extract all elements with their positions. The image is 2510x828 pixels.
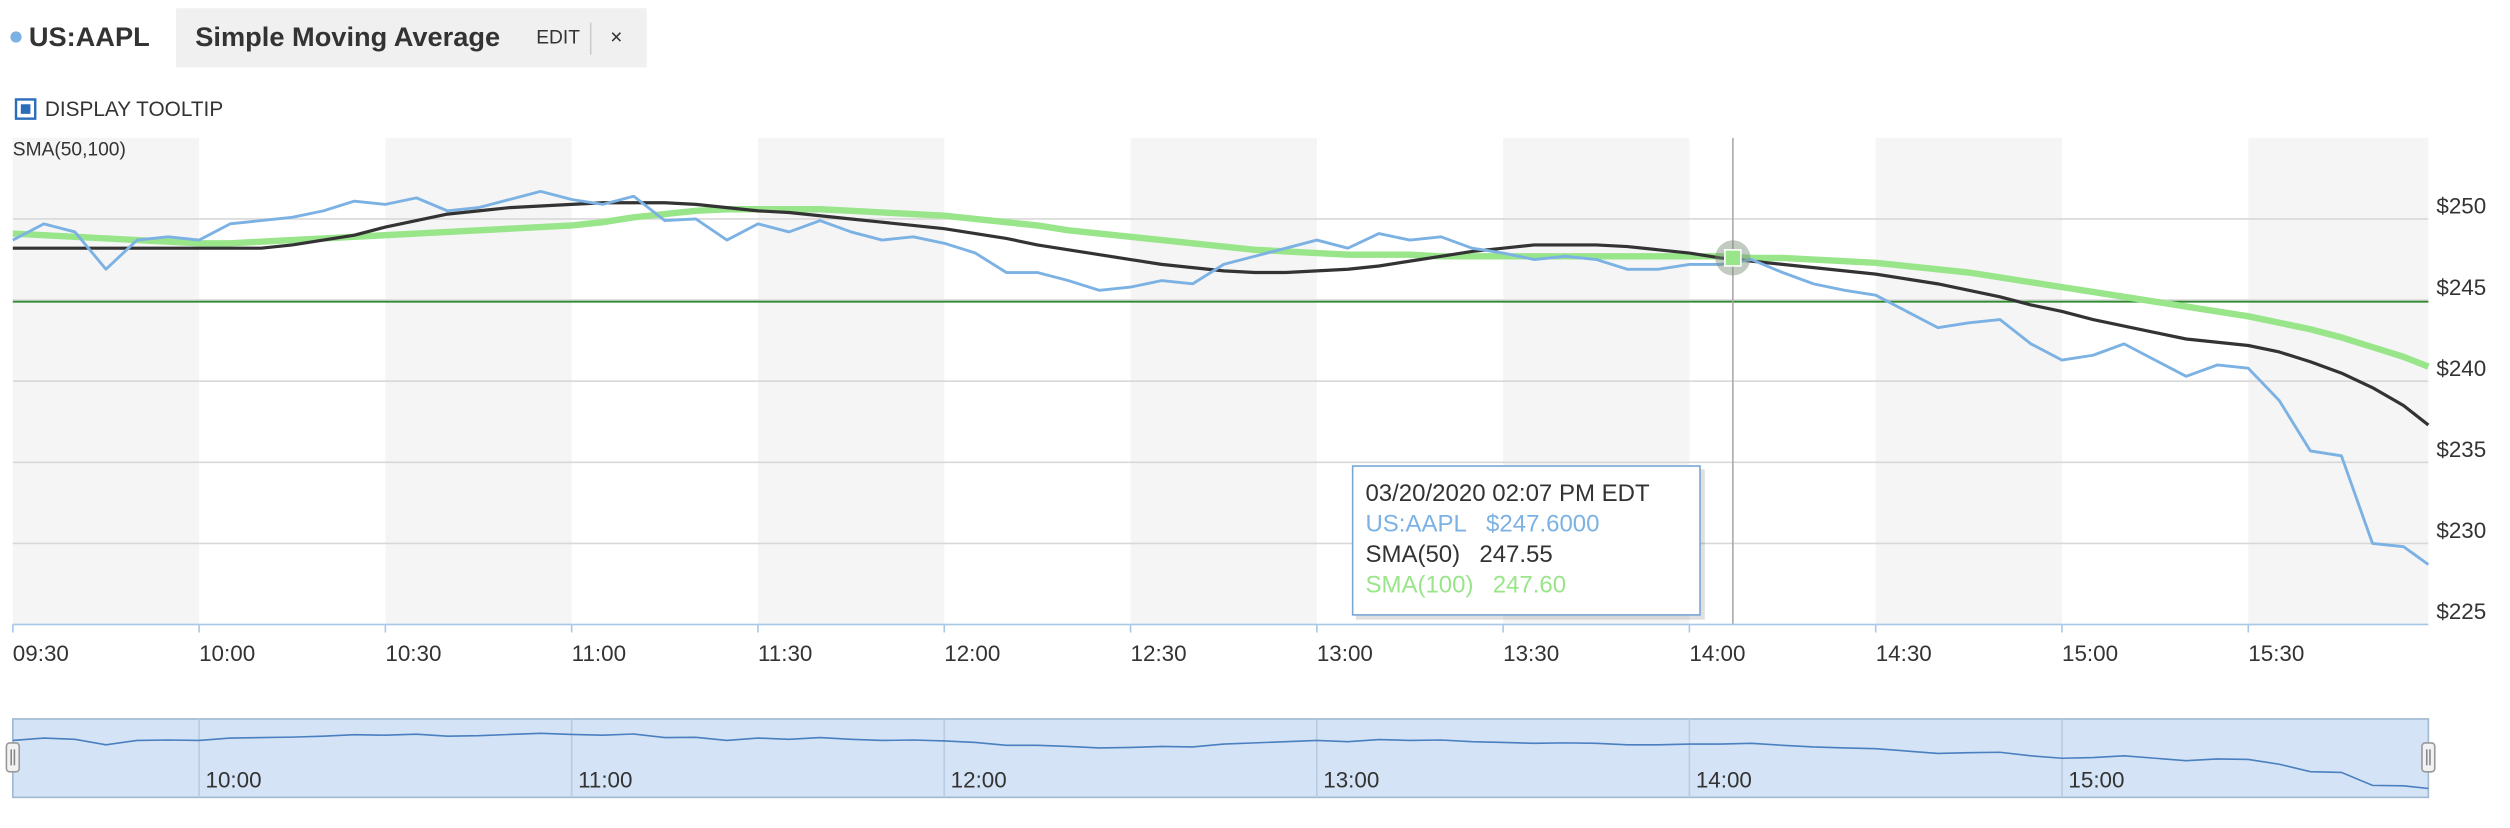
tooltip-value: $247.6000 [1486, 511, 1599, 538]
tooltip-value: 247.55 [1479, 541, 1552, 568]
tooltip-toggle[interactable]: DISPLAY TOOLTIP [45, 98, 223, 121]
x-tick-label: 14:30 [1876, 641, 1932, 666]
navigator-tick-label: 14:00 [1696, 767, 1752, 792]
y-tick-label: $230 [2436, 518, 2486, 543]
study-box [176, 8, 647, 68]
tooltip-box [1351, 465, 1701, 616]
edit-button[interactable]: EDIT [536, 28, 580, 49]
y-tick-label: $250 [2436, 194, 2486, 219]
tooltip-name: SMA(100) [1365, 571, 1473, 598]
navigator [12, 718, 2430, 799]
series-line [12, 189, 2430, 566]
x-tick-label: 10:00 [199, 641, 255, 666]
subtitle: SMA(50,100) [13, 140, 126, 161]
tooltip-name: US:AAPL [1365, 511, 1466, 538]
checkbox-check [20, 104, 31, 114]
x-tick-label: 09:30 [13, 641, 69, 666]
x-tick-label: 13:30 [1503, 641, 1559, 666]
navigator-tick-label: 15:00 [2068, 767, 2124, 792]
y-tick-label: $235 [2436, 437, 2486, 462]
x-tick-label: 12:00 [944, 641, 1000, 666]
y-tick-label: $245 [2436, 275, 2486, 300]
study-name: Simple Moving Average [195, 21, 500, 52]
x-tick-label: 13:00 [1317, 641, 1373, 666]
series-line [12, 206, 2430, 370]
close-button[interactable]: × [610, 26, 622, 49]
marker [1724, 249, 1742, 267]
navigator-line [12, 732, 2429, 790]
navigator-tick-label: 10:00 [205, 767, 261, 792]
navigator-handle[interactable] [5, 742, 21, 773]
navigator-tick-label: 12:00 [951, 767, 1007, 792]
x-tick-label: 11:30 [758, 641, 812, 666]
symbol-dot [10, 31, 22, 43]
x-tick-label: 11:00 [572, 641, 626, 666]
x-tick-label: 10:30 [385, 641, 441, 666]
x-tick-label: 15:30 [2248, 641, 2304, 666]
x-tick-label: 14:00 [1689, 641, 1745, 666]
symbol[interactable]: US:AAPL [29, 21, 150, 52]
y-tick-label: $240 [2436, 356, 2486, 381]
y-tick-label: $225 [2436, 599, 2486, 624]
navigator-tick-label: 11:00 [578, 767, 632, 792]
x-tick-label: 12:30 [1131, 641, 1187, 666]
series-line [12, 201, 2430, 427]
tooltip-title: 03/20/2020 02:07 PM EDT [1365, 480, 1650, 507]
navigator-tick-label: 13:00 [1323, 767, 1379, 792]
navigator-handle[interactable] [2421, 742, 2436, 773]
tooltip-name: SMA(50) [1365, 541, 1460, 568]
tooltip-value: 247.60 [1493, 571, 1566, 598]
x-tick-label: 15:00 [2062, 641, 2118, 666]
